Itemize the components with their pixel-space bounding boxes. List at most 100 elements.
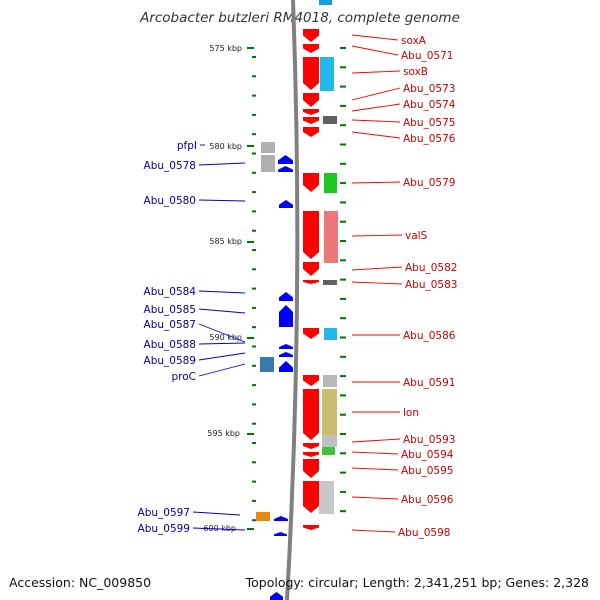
forward-gene-arrow [303,117,319,124]
gene-label: Abu_0583 [405,279,457,291]
forward-gene-arrow [303,280,319,284]
forward-gene-arrow [303,29,319,42]
scale-tick-label: 590 kbp [209,333,242,342]
gene-label: Abu_0580 [144,195,196,207]
gene-label: Abu_0573 [403,83,455,95]
gene-leader-line [192,511,241,516]
feature-bar [324,328,337,340]
forward-gene-arrow [303,262,319,276]
gene-leader-line [351,266,403,271]
forward-gene-arrow [303,481,319,513]
feature-bar [323,116,337,124]
scale-tick-label: 595 kbp [207,429,240,438]
reverse-gene-arrow [279,200,293,208]
feature-bar [323,280,337,285]
gene-label: Abu_0596 [401,494,454,506]
forward-gene-arrow [303,525,319,530]
gene-label: Abu_0599 [138,523,190,535]
gene-label: Abu_0598 [398,527,450,539]
gene-leader-line [351,34,399,41]
gene-label: Abu_0584 [144,286,197,298]
gene-label: lon [403,407,419,419]
gene-leader-line [351,281,403,285]
forward-gene-arrow [303,93,319,107]
gene-leader-line [351,438,401,443]
feature-bar [324,173,337,193]
gene-label: Abu_0579 [403,177,455,189]
scale-tick-label: 585 kbp [209,237,242,246]
gene-leader-line [351,467,399,471]
feature-bar [323,375,337,387]
feature-bar [256,512,270,521]
gene-label: Abu_0587 [144,319,196,331]
forward-gene-arrow [303,459,319,478]
scale-tick-label: 600 kbp [203,524,236,533]
reverse-gene-arrow [274,532,287,536]
gene-leader-line [351,181,401,184]
map-title: Arcobacter butzleri RM4018, complete gen… [140,10,460,26]
forward-gene-arrow [303,328,319,339]
feature-bar [322,435,337,447]
feature-bar [322,389,337,435]
gene-label: Abu_0576 [403,133,456,145]
scale-tick-label: 575 kbp [209,44,242,53]
feature-bar [324,211,338,263]
gene-leader-line [351,529,396,533]
gene-label: pfpI [177,140,197,152]
gene-leader-line [351,131,401,139]
reverse-gene-arrow [274,516,288,521]
gene-leader-line [351,496,399,500]
gene-leader-line [351,451,399,455]
gene-leader-line [351,234,403,237]
gene-leader-line [192,527,246,531]
gene-leader-line [351,119,401,123]
gene-label: Abu_0594 [401,449,454,461]
gene-leader-line [198,363,246,377]
gene-leader-line [198,199,246,202]
reverse-gene-arrow [279,344,293,349]
gene-label: valS [405,230,428,242]
gene-leader-line [351,45,399,56]
feature-bar [322,447,335,455]
reverse-gene-arrow [270,592,283,600]
gene-label: Abu_0585 [144,304,196,316]
reverse-gene-arrow [279,352,293,357]
genome-backbone [285,0,300,600]
forward-gene-arrow [303,443,319,449]
gene-label: Abu_0591 [403,377,455,389]
scale-tick-label: 580 kbp [209,142,242,151]
gene-label: Abu_0575 [403,117,455,129]
gene-leader-line [351,70,401,74]
gene-leader-line [198,342,246,345]
gene-label: Abu_0588 [144,339,196,351]
gene-label: proC [171,371,196,383]
feature-bar [261,155,275,172]
reverse-gene-arrow [279,292,293,301]
gene-leader-line [198,323,246,343]
gene-label: Abu_0571 [401,50,453,62]
gene-leader-line [198,352,246,361]
feature-bar [260,357,274,372]
gene-label: Abu_0586 [403,330,456,342]
reverse-gene-arrow [279,305,293,327]
forward-gene-arrow [303,57,319,90]
forward-gene-arrow [303,127,319,137]
gene-leader-line [198,162,246,166]
gene-label: Abu_0597 [138,507,190,519]
forward-gene-arrow [303,375,319,386]
gene-leader-line [351,103,401,112]
gene-label: Abu_0574 [403,99,456,111]
feature-bar [319,481,334,514]
gene-label: Abu_0578 [144,160,196,172]
feature-bar [319,0,332,5]
gene-label: Abu_0582 [405,262,457,274]
forward-gene-arrow [303,452,319,457]
gene-label: Abu_0593 [403,434,455,446]
gene-leader-line [198,308,246,314]
forward-gene-arrow [303,109,319,115]
forward-gene-arrow [303,173,319,192]
gene-label: Abu_0589 [144,355,196,367]
forward-gene-arrow [303,389,319,440]
gene-leader-line [351,87,401,101]
